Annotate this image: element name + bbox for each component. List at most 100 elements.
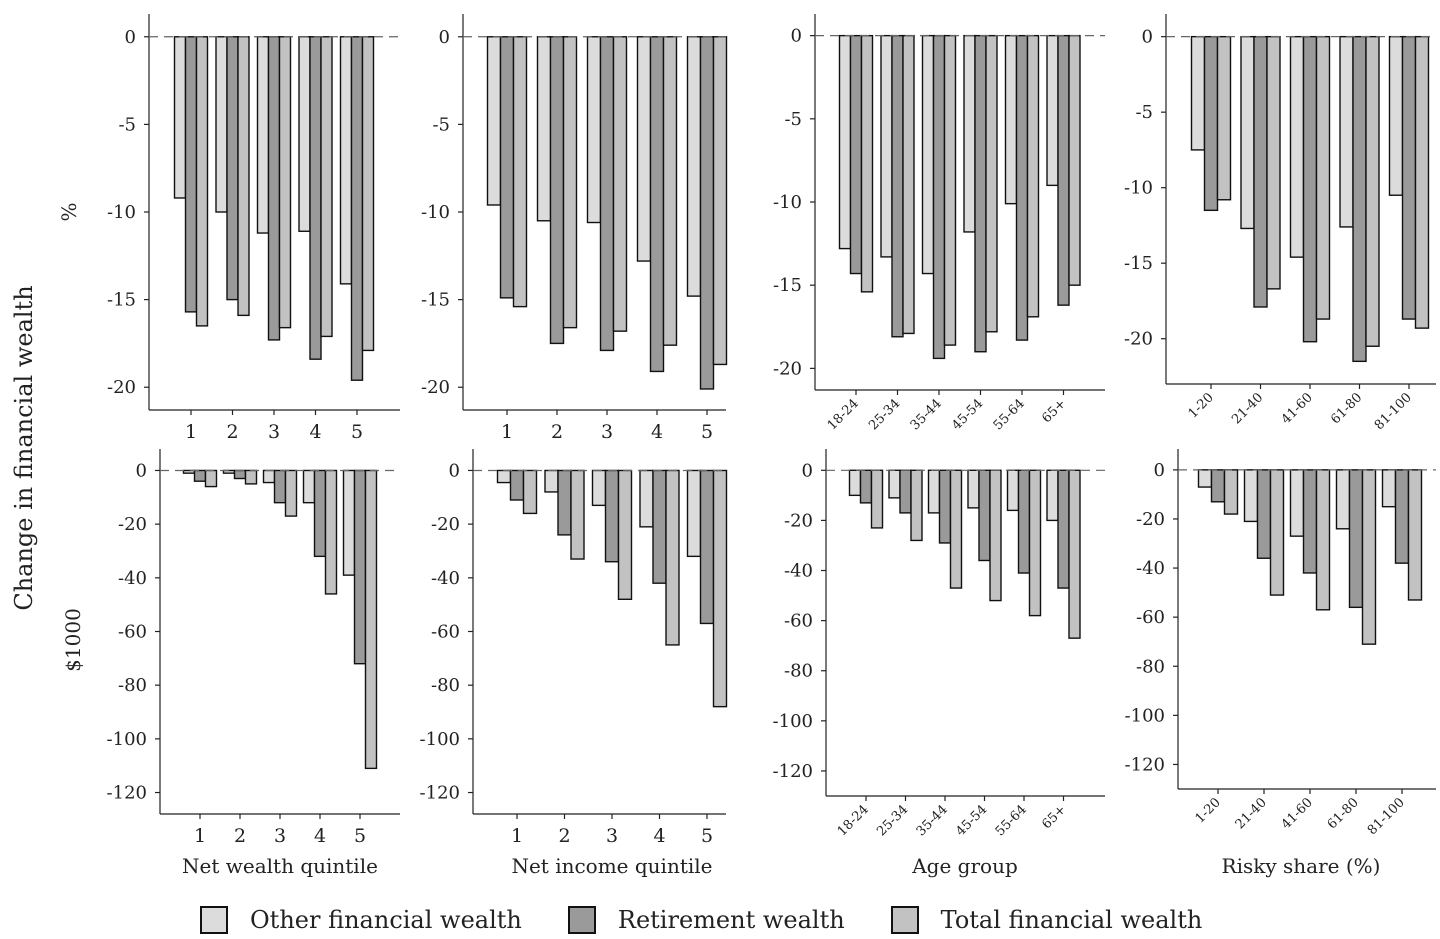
- bar-retirement: [499, 36, 515, 299]
- panel-1: 0 -5 -10 -15 -20 1 2 3 4 5: [107, 14, 400, 443]
- bar-other: [1388, 35, 1404, 196]
- x-tick-label: 3: [274, 825, 286, 847]
- bar-retirement: [649, 36, 665, 373]
- row-label-percent: %: [57, 202, 81, 221]
- x-tick-label: 25-34: [874, 802, 911, 839]
- y-tick-label: 0: [449, 460, 460, 481]
- bar-retirement: [557, 469, 572, 536]
- x-tick-label: 21-40: [1229, 390, 1266, 427]
- x-tick-label: 5: [354, 825, 366, 847]
- bar-other: [591, 469, 607, 507]
- y-tick-label: -100: [773, 711, 813, 732]
- x-tick-label: 55-64: [991, 396, 1028, 433]
- bar-other: [173, 36, 187, 199]
- bar-retirement: [1401, 35, 1417, 320]
- bar-retirement: [350, 36, 364, 381]
- x-tick-label: 61-80: [1325, 795, 1362, 832]
- bar-total: [1216, 35, 1232, 201]
- bar-total: [985, 34, 998, 333]
- bar-retirement: [1394, 469, 1410, 564]
- legend-swatch-total: [890, 906, 919, 934]
- bar-total: [1068, 469, 1081, 639]
- bar-total: [1223, 469, 1239, 515]
- bar-retirement: [509, 469, 525, 501]
- y-tick-label: 0: [802, 460, 813, 481]
- bar-retirement: [184, 36, 198, 313]
- bar-other: [963, 34, 976, 233]
- y-tick-label: -40: [118, 568, 147, 589]
- panel-8: 0 -20 -40 -60 -80 -100 -120 1-20 21-40 41-60 61-80…: [1125, 449, 1436, 838]
- x-tick-label: 45-54: [949, 396, 986, 433]
- y-tick-label: -20: [118, 514, 147, 535]
- y-tick-label: -5: [118, 114, 136, 135]
- y-tick-label: 0: [1154, 460, 1165, 481]
- bar-retirement: [599, 36, 615, 352]
- bar-total: [617, 469, 633, 600]
- legend-swatch-retirement: [567, 906, 596, 934]
- bar-other: [848, 469, 862, 497]
- y-tick-label: -20: [773, 358, 802, 379]
- legend-label-other: Other financial wealth: [250, 906, 522, 934]
- x-tick-label: 2: [551, 421, 563, 443]
- bar-total: [712, 36, 728, 366]
- bar-total: [237, 36, 250, 317]
- y-tick-label: -20: [107, 377, 136, 398]
- bar-retirement: [938, 469, 952, 544]
- y-tick-label: -5: [1135, 102, 1153, 123]
- panel-2: 0 -5 -10 -15 -20 1 2 3 4 5: [421, 14, 728, 443]
- x-tick-label: 1: [511, 825, 523, 847]
- legend-label-retirement: Retirement wealth: [617, 906, 845, 934]
- bar-total: [902, 34, 915, 335]
- bar-total: [320, 36, 333, 338]
- bar-total: [1028, 469, 1042, 617]
- x-tick-label: 5: [701, 421, 713, 443]
- bar-other: [339, 36, 353, 285]
- bar-other: [1289, 469, 1305, 537]
- bar-total: [278, 36, 292, 329]
- x-tick-label: 3: [606, 825, 618, 847]
- bar-total: [195, 36, 209, 327]
- bar-retirement: [1302, 35, 1318, 343]
- chart-panels: 0 -5 -10 -15 -20 1 2 3 4 5 0 -5 -10 -15 -20 1 2 3 4 5 0 -5 -10…: [107, 14, 1436, 847]
- bar-other: [536, 36, 552, 222]
- bar-other: [1339, 35, 1354, 228]
- y-tick-label: 0: [136, 460, 147, 481]
- legend-item-total: Total financial wealth: [890, 906, 1203, 934]
- bar-total: [1315, 469, 1331, 611]
- y-tick-label: -10: [1124, 178, 1153, 199]
- bar-other: [888, 469, 901, 499]
- legend: Other financial wealth Retirement wealth…: [200, 906, 1248, 934]
- bar-other: [298, 36, 311, 232]
- panel-4: 0 -5 -10 -15 -20 1-20 21-40 41-60 61-80 81-100: [1124, 14, 1436, 433]
- bar-retirement: [859, 469, 873, 504]
- y-tick-label: -15: [421, 290, 450, 311]
- y-tick-label: -10: [773, 192, 802, 213]
- bar-retirement: [1057, 469, 1070, 589]
- y-tick-label: -15: [773, 275, 802, 296]
- x-tick-label: 1: [501, 421, 513, 443]
- bar-total: [989, 469, 1002, 602]
- bar-other: [967, 469, 980, 509]
- x-tick-label: 81-100: [1372, 390, 1415, 433]
- bar-total: [860, 34, 874, 293]
- y-tick-label: 0: [791, 26, 802, 47]
- bar-total: [1315, 35, 1331, 320]
- bar-retirement: [1203, 35, 1219, 212]
- bar-total: [1269, 469, 1285, 596]
- x-tick-label: 65+: [1039, 396, 1069, 426]
- y-tick-label: -120: [773, 761, 813, 782]
- bar-retirement: [1253, 35, 1268, 308]
- bar-total: [1414, 35, 1430, 329]
- x-tick-label: 35-44: [914, 802, 951, 839]
- bar-retirement: [849, 34, 863, 275]
- bar-retirement: [699, 469, 715, 625]
- legend-label-total: Total financial wealth: [940, 906, 1203, 934]
- bar-retirement: [899, 469, 912, 514]
- bar-other: [838, 34, 852, 250]
- bar-total: [612, 36, 628, 332]
- bar-other: [262, 469, 276, 484]
- bar-other: [921, 34, 935, 275]
- bar-other: [1381, 469, 1397, 508]
- bar-retirement: [1302, 469, 1318, 574]
- bar-other: [302, 469, 316, 504]
